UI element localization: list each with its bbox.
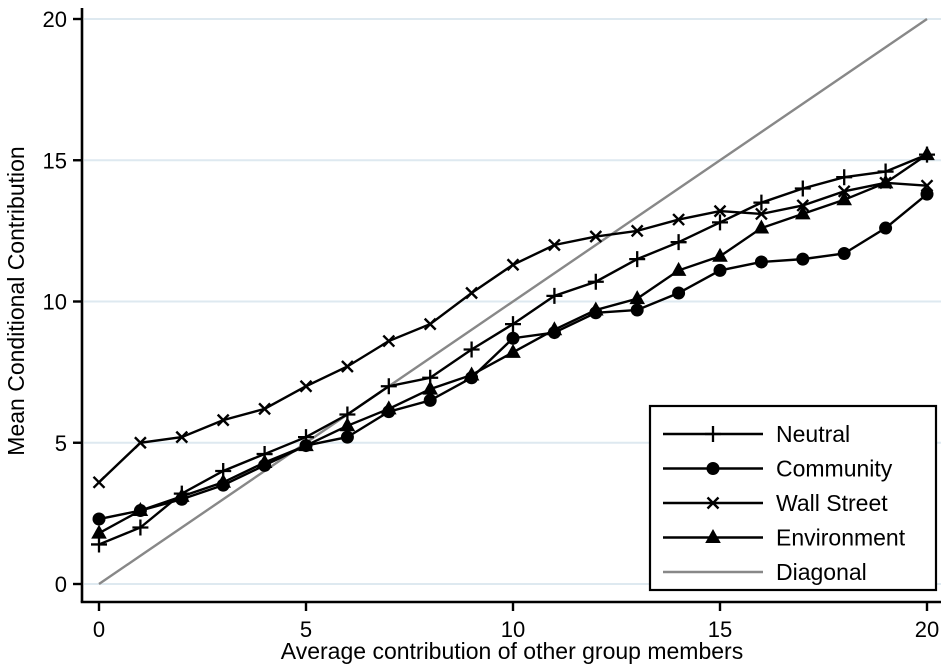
circle-marker-icon (713, 263, 727, 277)
plus-marker-icon (587, 273, 604, 290)
y-tick-label-15: 15 (43, 148, 67, 173)
plus-marker-icon (505, 316, 521, 333)
triangle-marker-icon (339, 417, 356, 432)
legend-label-neutral: Neutral (776, 421, 850, 447)
x-marker-icon (506, 258, 520, 272)
circle-marker-icon (506, 331, 520, 345)
plus-marker-icon (380, 378, 397, 395)
triangle-marker-icon (546, 321, 563, 336)
plus-marker-icon (546, 287, 563, 304)
x-tick-label-5: 5 (300, 617, 312, 642)
plus-marker-icon (132, 519, 149, 536)
plus-marker-icon (629, 251, 646, 268)
triangle-marker-icon (836, 191, 852, 206)
circle-marker-icon (754, 255, 768, 269)
x-tick-label-10: 10 (501, 617, 525, 642)
plus-marker-icon (712, 214, 728, 231)
legend-item-environment: Environment (663, 525, 906, 551)
triangle-marker-icon (215, 473, 231, 488)
x-marker-icon (672, 213, 685, 226)
legend-label-wall-street: Wall Street (776, 490, 888, 516)
triangle-marker-icon (91, 524, 107, 539)
legend-item-community: Community (663, 456, 893, 482)
legend-item-wall-street: Wall Street (663, 490, 888, 516)
x-marker-icon (548, 238, 561, 252)
y-tick-label-5: 5 (55, 431, 67, 456)
x-tick-label-20: 20 (915, 617, 939, 642)
x-marker-icon (755, 207, 768, 221)
x-marker-icon (134, 436, 147, 450)
triangle-marker-icon (753, 219, 770, 234)
circle-marker-icon (706, 462, 720, 475)
x-marker-icon (920, 179, 934, 193)
y-tick-label-0: 0 (55, 572, 67, 597)
plus-marker-icon (463, 341, 480, 358)
x-axis-title: Average contribution of other group memb… (281, 638, 743, 664)
plus-marker-icon (91, 536, 107, 553)
plus-marker-icon (705, 426, 721, 442)
triangle-marker-icon (712, 247, 728, 262)
triangle-marker-icon (381, 400, 397, 415)
triangle-marker-icon (705, 529, 721, 543)
series-line-diagonal (98, 18, 928, 585)
plus-marker-icon (670, 234, 687, 251)
triangle-marker-icon (422, 380, 438, 395)
circle-marker-icon (92, 512, 106, 526)
x-marker-icon (175, 430, 189, 444)
x-marker-icon (465, 286, 478, 300)
circle-marker-icon (630, 303, 644, 317)
triangle-marker-icon (505, 343, 521, 358)
series-markers-environment (91, 146, 935, 539)
triangle-marker-icon (298, 437, 314, 452)
triangle-marker-icon (256, 454, 273, 469)
legend-label-environment: Environment (776, 525, 906, 551)
legend-label-diagonal: Diagonal (776, 559, 867, 585)
y-tick-label-10: 10 (43, 290, 67, 315)
x-marker-icon (258, 402, 271, 416)
x-marker-icon (589, 230, 603, 243)
x-marker-icon (299, 379, 313, 393)
x-marker-icon (713, 204, 727, 218)
triangle-marker-icon (132, 502, 149, 517)
x-marker-icon (706, 496, 720, 510)
x-marker-icon (423, 317, 437, 331)
x-marker-icon (382, 334, 396, 348)
plus-marker-icon (836, 169, 853, 186)
legend: Neutral Community Wall Street Environment Di… (648, 404, 938, 592)
axes: 0 5 10 15 20 0 5 10 15 20 (43, 7, 941, 642)
legend-item-diagonal: Diagonal (663, 559, 867, 585)
circle-marker-icon (423, 393, 437, 407)
legend-item-neutral: Neutral (663, 421, 850, 447)
triangle-marker-icon (919, 146, 935, 161)
x-tick-label-0: 0 (93, 617, 105, 642)
circle-marker-icon (672, 286, 686, 300)
x-marker-icon (92, 475, 106, 489)
triangle-marker-icon (629, 290, 645, 305)
y-tick-label-20: 20 (43, 7, 67, 32)
triangle-marker-icon (795, 205, 811, 220)
triangle-marker-icon (588, 301, 604, 316)
triangle-marker-icon (174, 487, 190, 502)
x-tick-label-15: 15 (708, 617, 732, 642)
circle-marker-icon (837, 246, 851, 260)
circle-marker-icon (796, 252, 810, 266)
x-marker-icon (630, 224, 644, 238)
plus-marker-icon (753, 194, 770, 211)
plus-marker-icon (794, 180, 811, 197)
legend-label-community: Community (776, 456, 893, 482)
circle-marker-icon (920, 187, 934, 201)
triangle-marker-icon (670, 261, 687, 276)
legend-box (648, 404, 938, 592)
triangle-marker-icon (463, 366, 480, 381)
circle-marker-icon (340, 430, 354, 444)
x-marker-icon (341, 360, 354, 373)
triangle-marker-icon (877, 174, 894, 189)
circle-marker-icon (879, 221, 893, 235)
y-axis-title: Mean Conditional Contribution (3, 146, 29, 455)
x-marker-icon (216, 413, 230, 427)
series-group (91, 18, 935, 585)
